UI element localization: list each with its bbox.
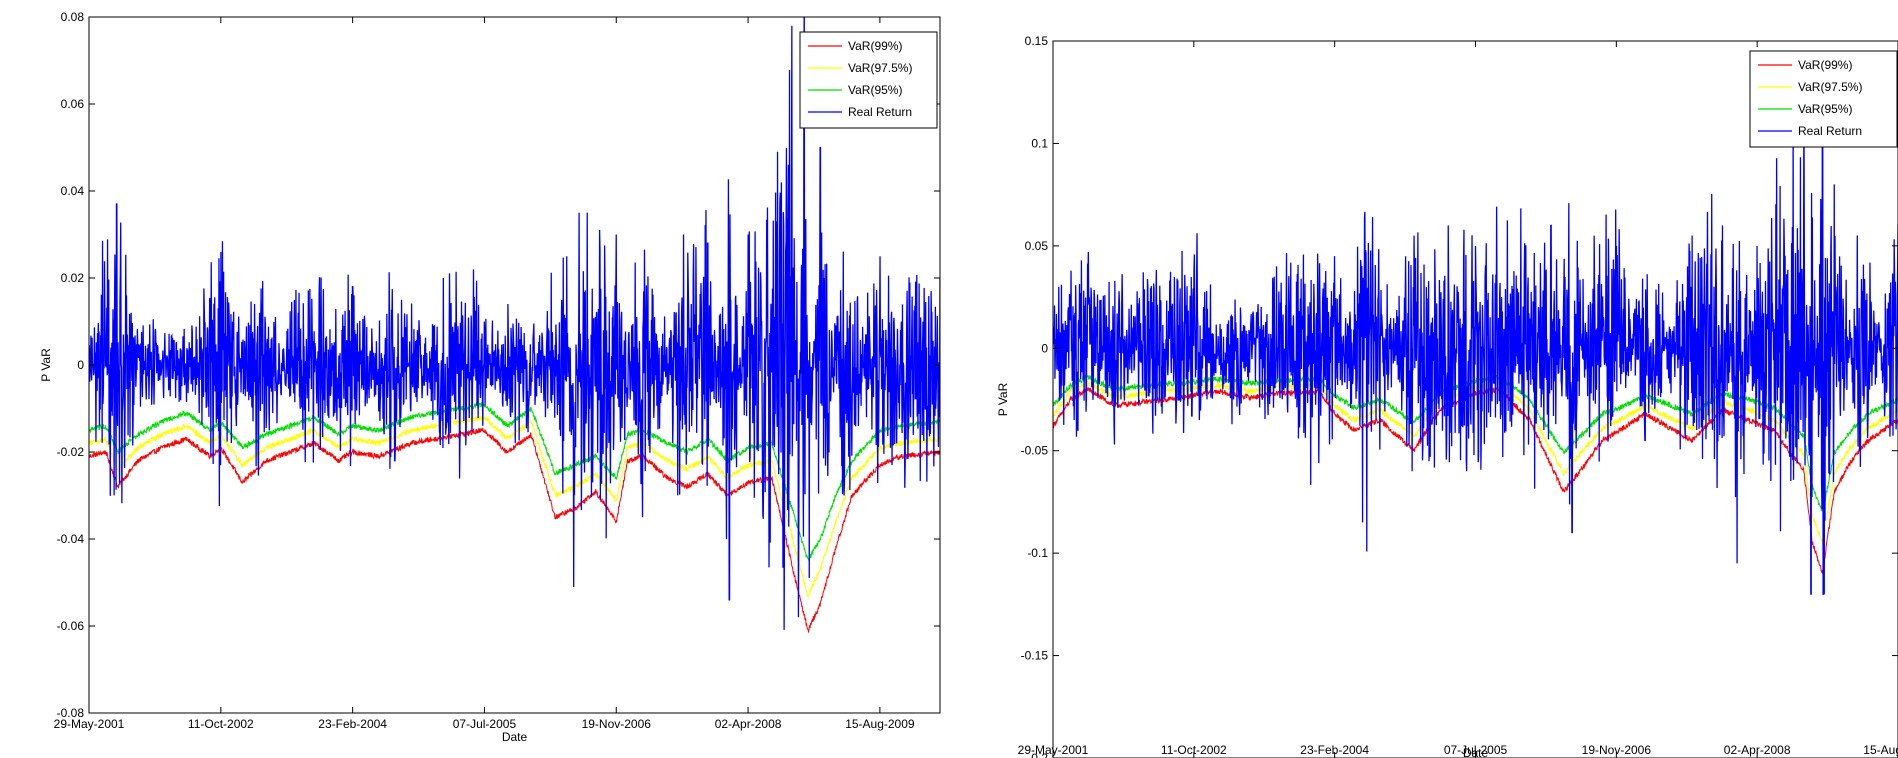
legend: VaR(99%) VaR(97.5%) VaR(95%) Real Return <box>799 31 938 129</box>
y-tick-label: 0.06 <box>61 97 85 111</box>
legend-entry: VaR(99%) <box>1798 58 1852 72</box>
y-tick-label: -0.05 <box>1021 444 1049 458</box>
y-tick-label: 0.04 <box>61 184 85 198</box>
y-tick-label: 0.15 <box>1025 34 1049 48</box>
x-axis-label: Date <box>1463 746 1489 758</box>
x-tick-label: 07-Jul-2005 <box>453 717 517 731</box>
series-line-real-return <box>89 17 940 630</box>
x-tick-label: 23-Feb-2004 <box>1300 743 1369 757</box>
y-tick-label: -0.02 <box>57 445 85 459</box>
series-line-real-return <box>1053 81 1898 596</box>
y-axis-label: P VaR <box>996 382 1010 416</box>
y-axis-label: P VaR <box>39 348 53 382</box>
legend-entry: VaR(97.5%) <box>848 61 912 75</box>
chart-right: -0.2 -0.15 -0.1 -0.05 0 0.05 0.1 0.15 29-May-200… <box>996 34 1898 758</box>
x-tick-label: 23-Feb-2004 <box>318 717 387 731</box>
y-tick-label: -0.2 <box>1027 751 1048 758</box>
x-tick-label: 11-Oct-2002 <box>188 717 254 731</box>
plot-area <box>89 17 940 634</box>
x-tick-label: 15-Aug-2009 <box>845 717 915 731</box>
x-tick-label: 19-Nov-2006 <box>1582 743 1652 757</box>
x-tick-label: 29-May-2001 <box>54 717 125 731</box>
series-line-var-95- <box>89 401 940 561</box>
y-tick-label: 0.02 <box>61 271 85 285</box>
x-tick-label: 19-Nov-2006 <box>582 717 652 731</box>
y-tick-label: 0 <box>1041 341 1048 355</box>
legend-entry: VaR(97.5%) <box>1798 80 1862 94</box>
legend-entry: Real Return <box>1798 124 1862 138</box>
y-tick-label: -0.15 <box>1021 649 1049 663</box>
series-line-var-97-5- <box>1053 379 1898 544</box>
legend-entry: VaR(95%) <box>1798 102 1852 116</box>
series-line-var-99- <box>89 427 940 634</box>
legend-entry: VaR(99%) <box>848 39 902 53</box>
chart-left: -0.08 -0.06 -0.04 -0.02 0 0.02 0.04 0.06 0.08 29-… <box>39 10 941 744</box>
x-tick-label: 15-Aug-2009 <box>1863 743 1898 757</box>
y-tick-label: -0.06 <box>57 619 85 633</box>
series-line-var-99- <box>1053 385 1898 576</box>
x-axis-label: Date <box>502 730 528 744</box>
series-line-var-95- <box>1053 373 1898 513</box>
plot-area <box>1053 81 1898 596</box>
x-tick-label: 29-May-2001 <box>1018 743 1089 757</box>
y-tick-label: 0.05 <box>1025 239 1049 253</box>
x-tick-label: 07-Jul-2005 <box>1444 743 1508 757</box>
y-tick-label: 0 <box>77 358 84 372</box>
x-tick-label: 02-Apr-2008 <box>715 717 782 731</box>
legend-entry: Real Return <box>848 105 912 119</box>
series-line-var-97-5- <box>89 415 940 599</box>
y-tick-label: -0.04 <box>57 532 85 546</box>
y-tick-label: -0.1 <box>1027 546 1048 560</box>
x-tick-label: 11-Oct-2002 <box>1161 743 1227 757</box>
legend-entry: VaR(95%) <box>848 83 902 97</box>
y-tick-label: 0.08 <box>61 10 85 24</box>
x-tick-label: 02-Apr-2008 <box>1724 743 1791 757</box>
y-tick-label: 0.1 <box>1031 136 1048 150</box>
legend: VaR(99%) VaR(97.5%) VaR(95%) Real Return <box>1749 50 1898 148</box>
y-tick-label: -0.08 <box>57 706 85 720</box>
